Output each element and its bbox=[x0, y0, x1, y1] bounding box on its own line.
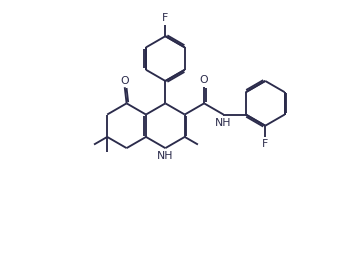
Text: F: F bbox=[262, 139, 269, 149]
Text: NH: NH bbox=[215, 118, 232, 128]
Text: NH: NH bbox=[157, 151, 174, 161]
Text: F: F bbox=[162, 13, 168, 23]
Text: O: O bbox=[120, 76, 129, 86]
Text: O: O bbox=[200, 75, 208, 85]
